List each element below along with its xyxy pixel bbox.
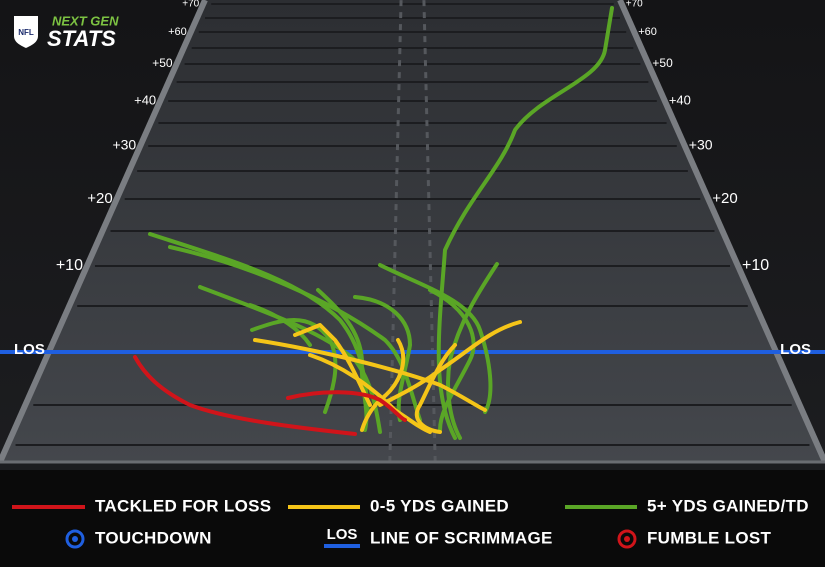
route <box>250 318 338 414</box>
route <box>248 303 312 347</box>
route-long <box>436 6 614 440</box>
route <box>378 263 493 414</box>
legend-label: 0-5 YDS GAINED <box>370 496 509 515</box>
yard-marker-right: +20 <box>712 190 737 207</box>
routes <box>133 6 614 440</box>
sideline <box>617 0 825 464</box>
route <box>286 390 407 422</box>
yard-marker-right: +10 <box>742 257 769 274</box>
brand-bottom: STATS <box>47 26 116 51</box>
legend-panel <box>0 470 825 567</box>
yard-marker-right: +30 <box>689 137 713 153</box>
yard-marker-right: +40 <box>669 92 691 107</box>
hash-line <box>388 0 403 463</box>
yard-marker-right: +70 <box>626 0 643 10</box>
route <box>446 262 499 440</box>
route <box>353 295 412 422</box>
hash-line <box>422 0 437 463</box>
logo: NFL NEXT GEN STATS <box>14 13 119 51</box>
route <box>253 338 487 412</box>
legend-label: TACKLED FOR LOSS <box>95 496 271 515</box>
field-lines <box>0 0 825 464</box>
route <box>414 343 457 434</box>
yard-marker-left: +40 <box>134 92 156 107</box>
route <box>133 355 357 436</box>
yard-labels: +10 +10 +20 +20 +30 +30 +40 +40 +50 +50 +60 +60 +70 +… <box>14 0 811 358</box>
route <box>378 320 522 407</box>
legend-label: LINE OF SCRIMMAGE <box>370 528 553 547</box>
route <box>428 288 476 432</box>
yard-marker-left: +10 <box>56 257 83 274</box>
yard-marker-left: +30 <box>112 137 136 153</box>
touchdown-icon <box>65 529 85 549</box>
yard-marker-right: +60 <box>638 26 657 38</box>
route <box>168 245 422 422</box>
los-icon: LOS <box>327 526 358 543</box>
sideline <box>0 0 208 464</box>
legend-label: TOUCHDOWN <box>95 528 212 547</box>
yard-marker-left: +60 <box>168 26 187 38</box>
legend-label: 5+ YDS GAINED/TD <box>647 496 809 515</box>
los-label-right: LOS <box>780 341 811 358</box>
los-label-left: LOS <box>14 341 45 358</box>
yard-marker-left: +20 <box>87 190 112 207</box>
legend-label: FUMBLE LOST <box>647 528 771 547</box>
shield <box>14 16 38 48</box>
yard-marker-left: +50 <box>152 56 173 70</box>
brand-top: NEXT GEN <box>52 13 119 28</box>
fumble-icon-dot <box>624 536 630 542</box>
fumble-icon <box>617 529 637 549</box>
touchdown-icon-dot <box>72 536 78 542</box>
yard-marker-left: +70 <box>182 0 199 10</box>
yard-marker-right: +50 <box>652 56 673 70</box>
league: NFL <box>18 28 34 37</box>
legend: TACKLED FOR LOSS 0-5 YDS GAINED 5+ YDS G… <box>12 496 809 549</box>
